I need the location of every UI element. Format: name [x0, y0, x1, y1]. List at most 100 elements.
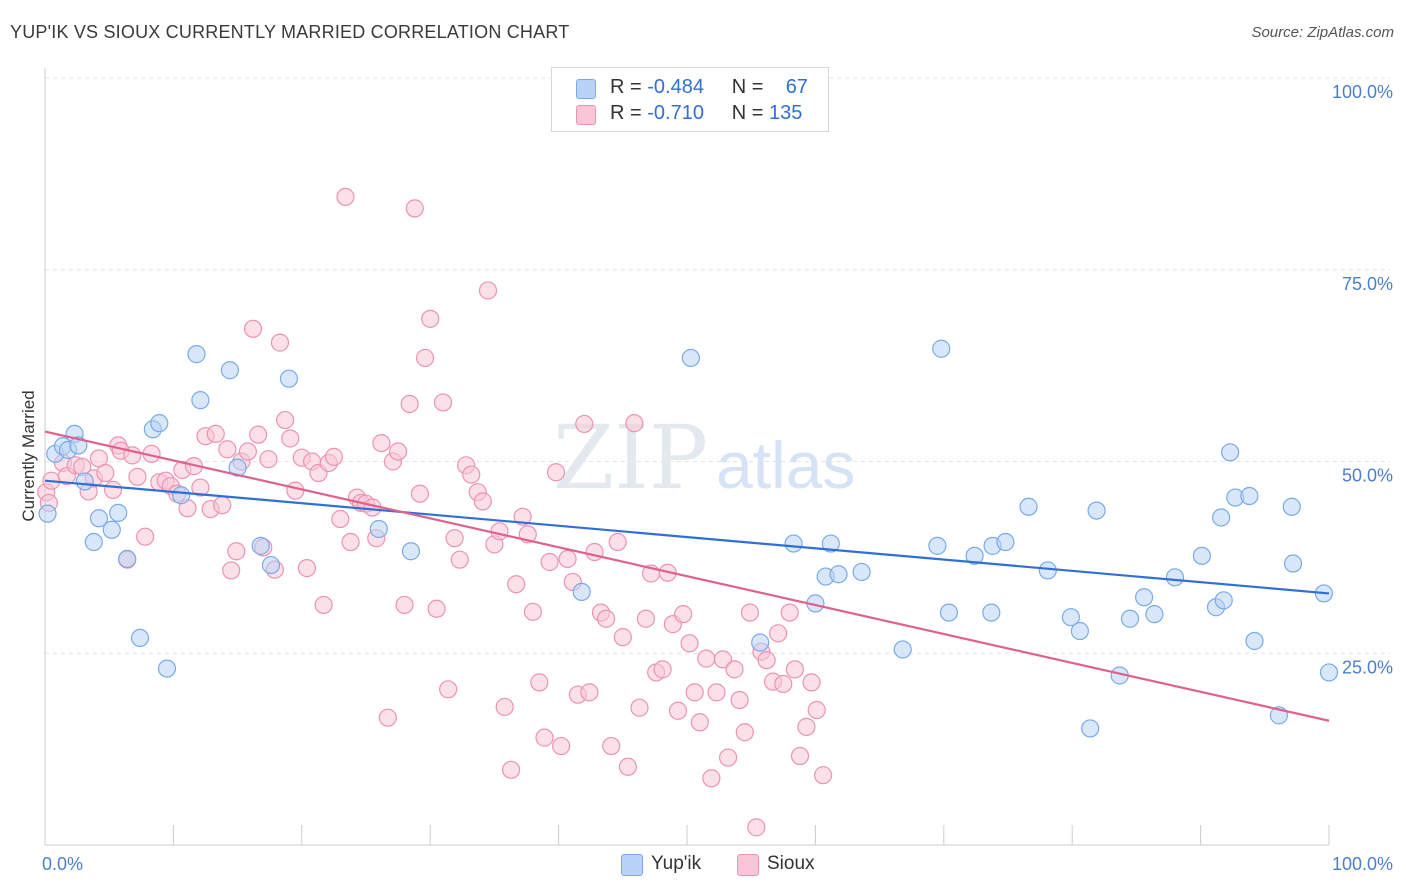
data-point — [130, 628, 150, 648]
data-point — [697, 649, 716, 668]
data-point — [228, 458, 247, 477]
data-point — [495, 697, 514, 717]
data-point — [103, 480, 123, 499]
data-point — [829, 565, 848, 584]
data-point — [400, 394, 419, 414]
source-credit: Source: ZipAtlas.com — [1251, 24, 1394, 41]
data-point — [725, 660, 744, 679]
data-point — [89, 509, 109, 528]
r-label: R = — [610, 76, 642, 98]
data-point — [774, 674, 793, 694]
y-tick-label: 50.0% — [1342, 466, 1393, 486]
data-point — [1212, 508, 1231, 527]
data-point — [1145, 605, 1164, 624]
stats-legend: R = -0.484 N = 67 R = -0.710 N = 135 — [551, 67, 829, 132]
data-point — [389, 442, 408, 461]
tick-labels: 25.0% 50.0% 75.0% 100.0% 0.0% 100.0% — [42, 82, 1393, 874]
data-point — [1282, 497, 1301, 516]
data-point — [1214, 591, 1233, 610]
data-point — [928, 536, 947, 555]
data-point — [84, 532, 103, 552]
data-point — [625, 414, 644, 433]
data-point — [558, 549, 577, 569]
data-point — [191, 391, 210, 410]
data-point — [681, 348, 700, 368]
data-point — [1192, 546, 1211, 565]
data-point — [575, 414, 594, 434]
yupik-trend-line — [44, 479, 1330, 595]
data-point — [702, 769, 721, 788]
data-point — [102, 520, 121, 539]
data-point — [757, 651, 776, 670]
data-point — [540, 552, 559, 572]
data-point — [893, 640, 912, 659]
data-point — [270, 333, 290, 352]
data-point — [530, 673, 549, 692]
data-point — [249, 425, 268, 444]
data-point — [75, 472, 94, 491]
data-point — [220, 361, 239, 380]
data-point — [462, 465, 481, 484]
data-point — [331, 509, 350, 529]
data-point — [797, 717, 816, 736]
data-point — [286, 481, 305, 500]
data-point — [552, 736, 571, 756]
data-point — [1221, 443, 1240, 462]
data-point — [38, 504, 57, 523]
data-point — [668, 701, 688, 720]
data-point — [243, 319, 263, 338]
n-value: 67 — [785, 76, 808, 98]
data-point — [1245, 631, 1264, 651]
data-point — [395, 595, 414, 615]
data-point — [501, 760, 521, 779]
grid-lines — [45, 77, 1390, 654]
data-point — [421, 309, 440, 328]
data-point — [118, 549, 137, 569]
data-point — [1135, 588, 1154, 607]
data-point — [613, 628, 632, 647]
data-point — [427, 599, 446, 618]
data-point — [1061, 608, 1081, 627]
data-point — [618, 757, 638, 776]
data-point — [206, 424, 225, 443]
data-point — [546, 463, 566, 482]
data-point — [982, 603, 1001, 622]
data-point — [378, 708, 397, 727]
data-point — [157, 659, 177, 678]
watermark-atlas: atlas — [716, 428, 855, 502]
sioux-points — [37, 187, 833, 837]
r-value: -0.484 — [647, 76, 704, 98]
data-point — [713, 650, 733, 669]
data-point — [580, 683, 599, 702]
data-point — [109, 503, 128, 522]
data-point — [96, 463, 115, 483]
data-point — [1283, 554, 1303, 573]
n-value: 135 — [769, 102, 803, 124]
data-point — [807, 700, 826, 720]
data-point — [785, 660, 804, 679]
watermark: ZIP atlas — [553, 406, 855, 509]
data-point — [1019, 497, 1038, 516]
legend-label-sioux: Sioux — [767, 853, 815, 874]
data-point — [1081, 719, 1100, 738]
data-point — [630, 698, 649, 717]
data-point — [401, 542, 421, 561]
chart-title: YUP'IK VS SIOUX CURRENTLY MARRIED CORREL… — [10, 22, 570, 42]
y-axis-label: Currently Married — [19, 390, 38, 521]
data-point — [513, 507, 532, 526]
data-point — [852, 562, 871, 582]
data-point — [602, 736, 621, 756]
data-point — [523, 602, 543, 621]
data-point — [279, 369, 299, 388]
y-tick-label: 100.0% — [1332, 82, 1393, 102]
data-point — [445, 529, 464, 548]
y-tick-label: 25.0% — [1342, 657, 1393, 677]
axes — [44, 68, 1330, 846]
data-point — [674, 605, 693, 624]
data-point — [780, 603, 799, 622]
data-point — [1120, 609, 1140, 628]
data-point — [369, 519, 388, 539]
data-point — [128, 467, 147, 486]
data-point — [238, 442, 257, 461]
yupik-swatch — [621, 854, 643, 876]
